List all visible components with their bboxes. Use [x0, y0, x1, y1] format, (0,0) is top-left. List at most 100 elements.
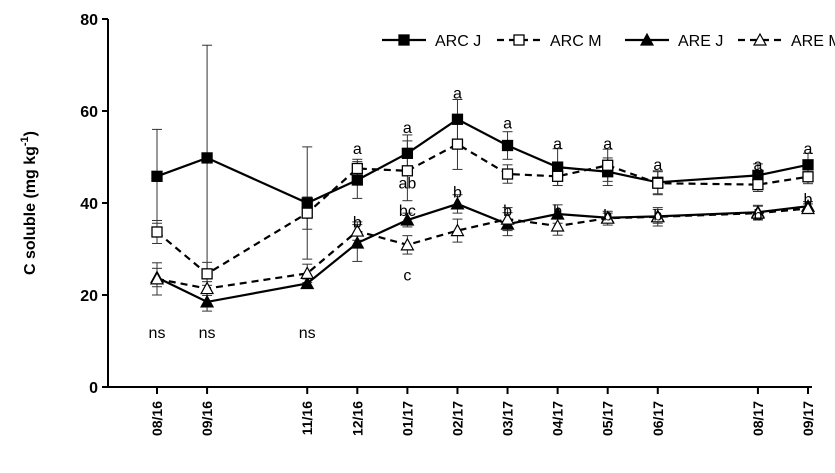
- data-point: [501, 139, 514, 152]
- annotation-label: ns: [299, 325, 316, 342]
- x-tick-label: 09/16: [199, 401, 215, 436]
- x-tick-label: 08/17: [750, 401, 766, 436]
- annotation-label: b: [603, 208, 612, 225]
- annotation-label: b: [553, 203, 562, 220]
- data-point: [400, 237, 415, 251]
- x-tick-label: 04/17: [550, 401, 566, 436]
- x-tick-label: 03/17: [500, 401, 516, 436]
- annotation-label: ab: [398, 175, 416, 192]
- annotation-label: c: [403, 267, 411, 284]
- data-point: [300, 276, 315, 290]
- data-point: [350, 235, 365, 249]
- data-point: [351, 162, 363, 175]
- data-point: [151, 170, 163, 182]
- y-tick-label: 40: [80, 196, 98, 213]
- data-point: [401, 165, 414, 177]
- x-tick-label: 09/17: [800, 401, 816, 436]
- legend-label: ARC J: [435, 33, 481, 50]
- y-tick-label: 60: [80, 104, 98, 121]
- data-point: [401, 147, 414, 159]
- annotation-label: a: [603, 136, 612, 153]
- series-line: [156, 117, 809, 205]
- annotation-label: b: [453, 185, 462, 202]
- legend-label: ARC M: [550, 33, 602, 50]
- annotation-label: a: [804, 141, 813, 158]
- y-axis-label-base: C soluble (mg kg: [22, 146, 39, 275]
- data-point: [550, 218, 565, 232]
- markers-layer: [149, 113, 816, 308]
- legend: ARC J ARC M ARE J ARE M: [382, 32, 835, 50]
- data-point: [149, 271, 165, 285]
- annotation-label: b: [353, 214, 362, 231]
- annotation-label: ns: [149, 325, 166, 342]
- data-point: [201, 152, 213, 164]
- data-point: [802, 159, 814, 171]
- y-tick-label: 80: [80, 12, 98, 29]
- data-point: [650, 209, 665, 223]
- data-point: [400, 212, 415, 226]
- data-point: [602, 159, 614, 171]
- data-point: [450, 223, 465, 237]
- series-line: [156, 207, 809, 290]
- annotation-label: a: [753, 157, 762, 174]
- annotation-label: a: [353, 141, 362, 158]
- axes-layer: 0 20 40 60 80 08/16 09/16 11/16 12/16 01/17 02/17 0…: [80, 12, 816, 436]
- data-point: [600, 210, 615, 224]
- y-axis-label: C soluble (mg kg-1): [19, 131, 39, 275]
- data-point: [750, 205, 765, 219]
- data-point: [451, 138, 464, 150]
- data-point: [652, 177, 664, 189]
- data-point: [200, 281, 215, 295]
- data-point: [451, 113, 464, 125]
- annotation-label: b: [653, 208, 662, 225]
- data-point: [551, 170, 564, 182]
- data-point: [351, 174, 363, 186]
- data-point: [350, 223, 365, 237]
- annotation-label: b: [804, 191, 813, 208]
- data-point: [500, 211, 515, 225]
- annotation-label: b: [503, 203, 512, 220]
- x-tick-label: 11/16: [299, 401, 315, 435]
- x-tick-label: 08/16: [149, 401, 165, 436]
- data-point: [800, 201, 816, 215]
- data-point: [450, 196, 465, 210]
- data-point: [201, 268, 213, 280]
- y-tick-label: 20: [80, 288, 98, 305]
- series-line: [156, 202, 809, 304]
- data-point: [301, 207, 313, 219]
- annotation-label: a: [653, 157, 662, 174]
- data-point: [513, 34, 525, 46]
- legend-label: ARE J: [678, 33, 723, 50]
- data-point: [151, 226, 163, 238]
- data-point: [501, 168, 514, 180]
- data-point: [802, 171, 814, 183]
- data-point: [300, 266, 315, 279]
- annotation-label: a: [403, 120, 412, 137]
- annotation-label: a: [553, 136, 562, 153]
- x-tick-label: 06/17: [650, 401, 666, 436]
- data-point: [752, 32, 768, 46]
- data-point: [639, 32, 655, 46]
- annotation-label: a: [453, 86, 462, 103]
- data-point: [301, 197, 313, 209]
- data-point: [752, 178, 764, 191]
- annotation-label: bc: [399, 203, 416, 220]
- data-point: [200, 294, 215, 308]
- x-tick-label: 02/17: [449, 401, 465, 436]
- y-tick-label: 0: [89, 380, 98, 397]
- annotation-label: b: [753, 208, 762, 225]
- data-point: [398, 34, 410, 46]
- series-lines-layer: [156, 117, 809, 304]
- annotation-label: a: [503, 116, 512, 133]
- legend-label: ARE M: [791, 33, 835, 50]
- x-tick-label: 01/17: [399, 401, 415, 436]
- series-line: [156, 142, 809, 276]
- y-axis-label-close: ): [22, 131, 39, 136]
- x-tick-label: 12/16: [349, 401, 365, 436]
- x-tick-label: 05/17: [600, 401, 616, 436]
- y-axis-label-sup: -1: [19, 136, 31, 146]
- annotation-label: ns: [199, 325, 216, 342]
